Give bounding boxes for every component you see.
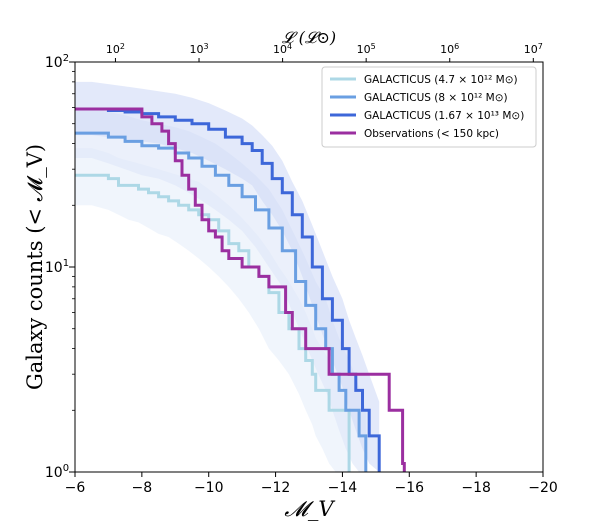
- x-tick-label-7: −20: [528, 480, 558, 496]
- top-tick-label-0: 102: [106, 42, 125, 56]
- legend-label-0: GALACTICUS (4.7 × 10¹² M⊙): [364, 74, 518, 86]
- y-axis-label: Galaxy counts (< 𝓜_V): [23, 144, 47, 390]
- y-tick-label-0: 100: [45, 463, 69, 481]
- series-line-0: [75, 173, 351, 472]
- x-tick-label-3: −12: [261, 480, 291, 496]
- series-line-1: [75, 131, 368, 472]
- series-line-2: [75, 107, 381, 472]
- top-tick-label-1: 103: [189, 42, 208, 56]
- x-tick-label-6: −18: [461, 480, 491, 496]
- y-tick-label-2: 102: [45, 53, 69, 71]
- top-tick-label-4: 106: [440, 42, 459, 56]
- legend-box: [321, 66, 537, 148]
- x-axis-label: 𝓜_V: [284, 497, 335, 521]
- legend: GALACTICUS (4.7 × 10¹² M⊙) GALACTICUS (8 …: [321, 66, 537, 148]
- legend-label-2: GALACTICUS (1.67 × 10¹³ M⊙): [364, 110, 524, 122]
- x-tick-label-4: −14: [328, 480, 358, 496]
- series-lines: [75, 107, 406, 472]
- top-tick-label-5: 107: [524, 42, 543, 56]
- legend-label-1: GALACTICUS (8 × 10¹² M⊙): [364, 92, 508, 104]
- top-tick-label-3: 105: [357, 42, 376, 56]
- x-tick-label-0: −6: [65, 480, 86, 496]
- y-axis: 100 101 102: [45, 53, 75, 481]
- top-x-axis-label: 𝓛 (𝓛⊙): [282, 28, 336, 47]
- confidence-band-2: [75, 81, 380, 472]
- x-tick-label-2: −10: [194, 480, 224, 496]
- top-x-axis: 102 103 104 105 106 107: [106, 42, 543, 62]
- confidence-bands: [75, 81, 380, 472]
- series-line-3: [75, 107, 406, 472]
- x-axis: −6 −8 −10 −12 −14 −16 −18 −20: [65, 472, 558, 496]
- x-tick-label-1: −8: [132, 480, 153, 496]
- y-tick-label-1: 101: [45, 258, 69, 276]
- x-tick-label-5: −16: [395, 480, 425, 496]
- legend-label-3: Observations (< 150 kpc): [364, 128, 499, 140]
